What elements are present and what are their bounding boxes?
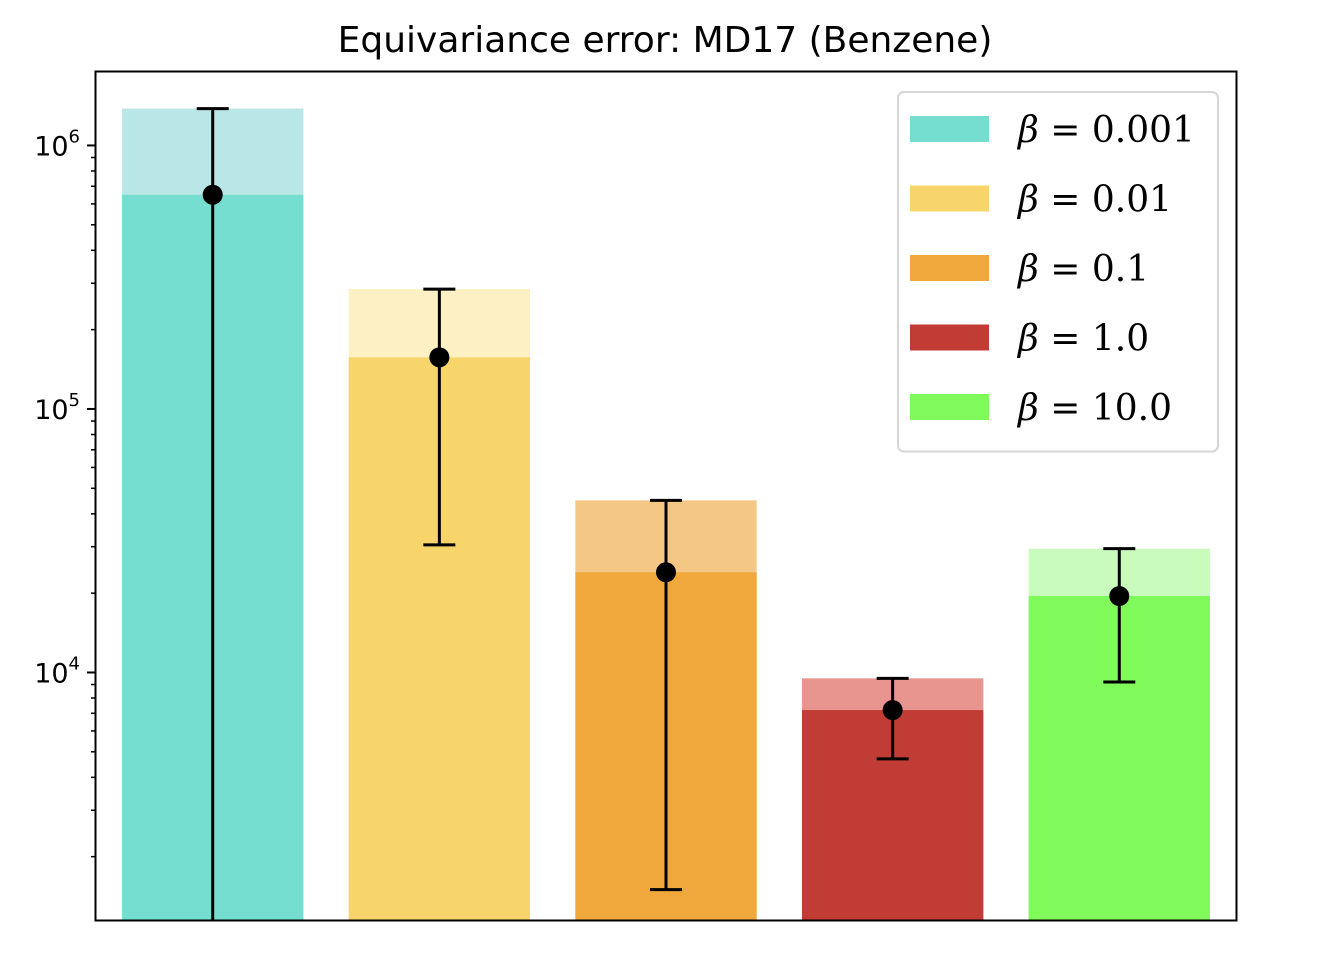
legend-label-series-1: β = 0.001 [1016, 110, 1195, 151]
legend-box [897, 91, 1219, 453]
y-tick-label: 106 [34, 126, 80, 162]
legend-swatch-series-2 [910, 185, 989, 212]
legend: β = 0.001 β = 0.01 β = 0.1 β = 1.0 β = 10.0 [897, 91, 1219, 453]
legend-label-series-2: β = 0.01 [1016, 180, 1172, 221]
mean-point-series-1 [202, 184, 223, 205]
mean-point-series-2 [429, 347, 450, 368]
mean-point-series-5 [1109, 586, 1130, 607]
legend-label-series-4: β = 1.0 [1016, 319, 1149, 360]
chart-title: Equivariance error: MD17 (Benzene) [338, 20, 993, 61]
mean-point-series-3 [656, 562, 676, 583]
legend-swatch-series-1 [910, 116, 989, 142]
legend-label-series-5: β = 10.0 [1016, 388, 1172, 429]
legend-swatch-series-3 [910, 255, 989, 281]
y-axis: 104 105 106 [34, 126, 96, 858]
mean-point-series-4 [882, 700, 903, 721]
y-tick-label: 105 [34, 390, 80, 426]
plot-frame [94, 70, 1238, 922]
y-tick-label: 104 [34, 653, 80, 689]
legend-swatch-series-4 [910, 324, 989, 351]
legend-label-series-3: β = 0.1 [1016, 249, 1149, 290]
legend-swatch-series-5 [910, 394, 989, 420]
error-bars-layer [196, 107, 1136, 920]
